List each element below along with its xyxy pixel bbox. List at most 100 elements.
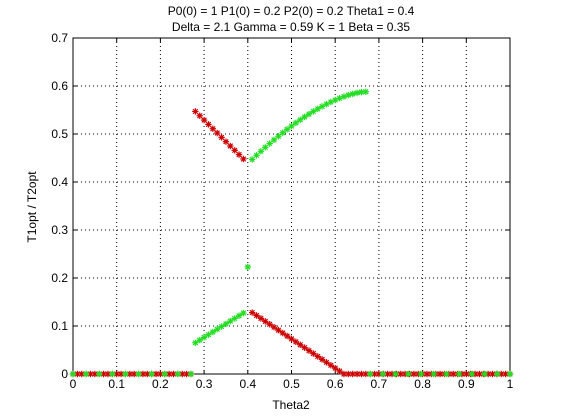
data-point	[275, 133, 282, 140]
data-point	[196, 336, 203, 344]
y-tick-label: 0.5	[51, 127, 68, 141]
data-point	[366, 370, 374, 378]
x-tick-label: 0.6	[327, 377, 344, 391]
chart-title-line-2: Delta = 2.1 Gamma = 0.59 K = 1 Beta = 0.…	[172, 20, 410, 34]
x-axis-label: Theta2	[272, 398, 310, 412]
x-tick-label: 0.5	[283, 377, 300, 391]
data-point	[209, 125, 217, 132]
data-point	[231, 147, 238, 154]
data-point	[96, 370, 103, 378]
x-tick-label: 0.8	[414, 377, 431, 391]
y-tick-label: 0.6	[51, 79, 68, 93]
data-point	[283, 126, 291, 133]
data-point	[353, 89, 361, 97]
data-point	[109, 370, 116, 378]
data-point	[205, 331, 212, 338]
data-points	[69, 88, 514, 378]
data-point	[222, 320, 230, 328]
y-tick-label: 0.2	[51, 271, 68, 285]
data-point	[161, 370, 168, 378]
data-point	[227, 317, 234, 325]
data-point	[214, 326, 221, 333]
data-point	[174, 370, 182, 378]
data-point	[318, 103, 326, 110]
data-point	[209, 328, 217, 336]
x-tick-label: 0.7	[371, 377, 388, 391]
data-point	[340, 370, 348, 378]
data-point	[253, 152, 260, 159]
data-point	[310, 108, 317, 115]
data-point	[371, 370, 378, 378]
y-tick-label: 0.1	[51, 319, 68, 333]
data-point	[297, 341, 304, 348]
data-point	[349, 90, 356, 98]
data-point	[323, 359, 330, 366]
data-point	[187, 370, 195, 378]
data-point	[183, 370, 190, 378]
data-point	[117, 370, 125, 378]
data-point	[257, 315, 265, 322]
data-point	[292, 338, 300, 346]
data-point	[82, 370, 90, 378]
y-tick-label: 0.4	[51, 175, 68, 189]
data-point	[122, 370, 129, 378]
x-tick-label: 1	[507, 377, 514, 391]
data-point	[336, 367, 343, 375]
x-tick-label: 0	[70, 377, 77, 391]
x-tick-labels: 0 0.1 0.2 0.3 0.4 0.5 0.6 0.7 0.8 0.9 1	[70, 377, 514, 391]
data-point	[362, 88, 369, 95]
chart-title-line-1: P0(0) = 1 P1(0) = 0.2 P2(0) = 0.2 Theta1…	[168, 4, 415, 18]
data-point	[506, 370, 514, 378]
data-point	[205, 121, 212, 128]
data-point	[235, 312, 243, 319]
data-point	[200, 116, 208, 124]
data-point	[262, 144, 269, 151]
data-point	[349, 370, 356, 378]
data-point	[288, 122, 295, 130]
data-point	[494, 370, 501, 378]
data-point	[318, 356, 326, 363]
data-point	[248, 156, 256, 163]
data-point	[244, 263, 251, 271]
data-point	[392, 370, 399, 378]
data-point	[305, 347, 313, 354]
data-point	[379, 370, 387, 378]
y-tick-label: 0	[61, 367, 68, 381]
x-tick-label: 0.9	[458, 377, 475, 391]
data-point	[489, 370, 496, 378]
data-point	[222, 138, 230, 145]
data-point	[417, 370, 425, 378]
data-point	[231, 315, 238, 322]
y-axis-label: T1opt / T2opt	[25, 171, 39, 243]
data-point	[345, 91, 352, 99]
data-point	[502, 370, 509, 378]
data-point	[196, 112, 203, 119]
data-point	[305, 110, 313, 118]
data-point	[218, 323, 225, 330]
data-point	[310, 350, 317, 357]
data-point	[297, 116, 304, 124]
data-point	[253, 312, 260, 319]
x-tick-label: 0.1	[108, 377, 125, 391]
data-point	[192, 339, 199, 346]
data-point	[468, 370, 476, 378]
data-point	[235, 151, 243, 158]
data-point	[148, 370, 155, 378]
data-point	[69, 370, 77, 378]
data-point	[292, 119, 300, 127]
data-point	[262, 318, 269, 325]
data-point	[314, 353, 321, 360]
data-point	[266, 321, 273, 328]
data-point	[455, 370, 463, 378]
data-point	[266, 140, 273, 147]
data-point	[200, 334, 208, 341]
data-point	[405, 370, 412, 378]
data-point	[227, 142, 234, 150]
data-point	[327, 362, 335, 369]
data-point	[240, 155, 247, 163]
y-tick-label: 0.7	[51, 31, 68, 45]
data-point	[301, 344, 308, 351]
data-point	[240, 309, 247, 317]
data-point	[270, 136, 278, 144]
